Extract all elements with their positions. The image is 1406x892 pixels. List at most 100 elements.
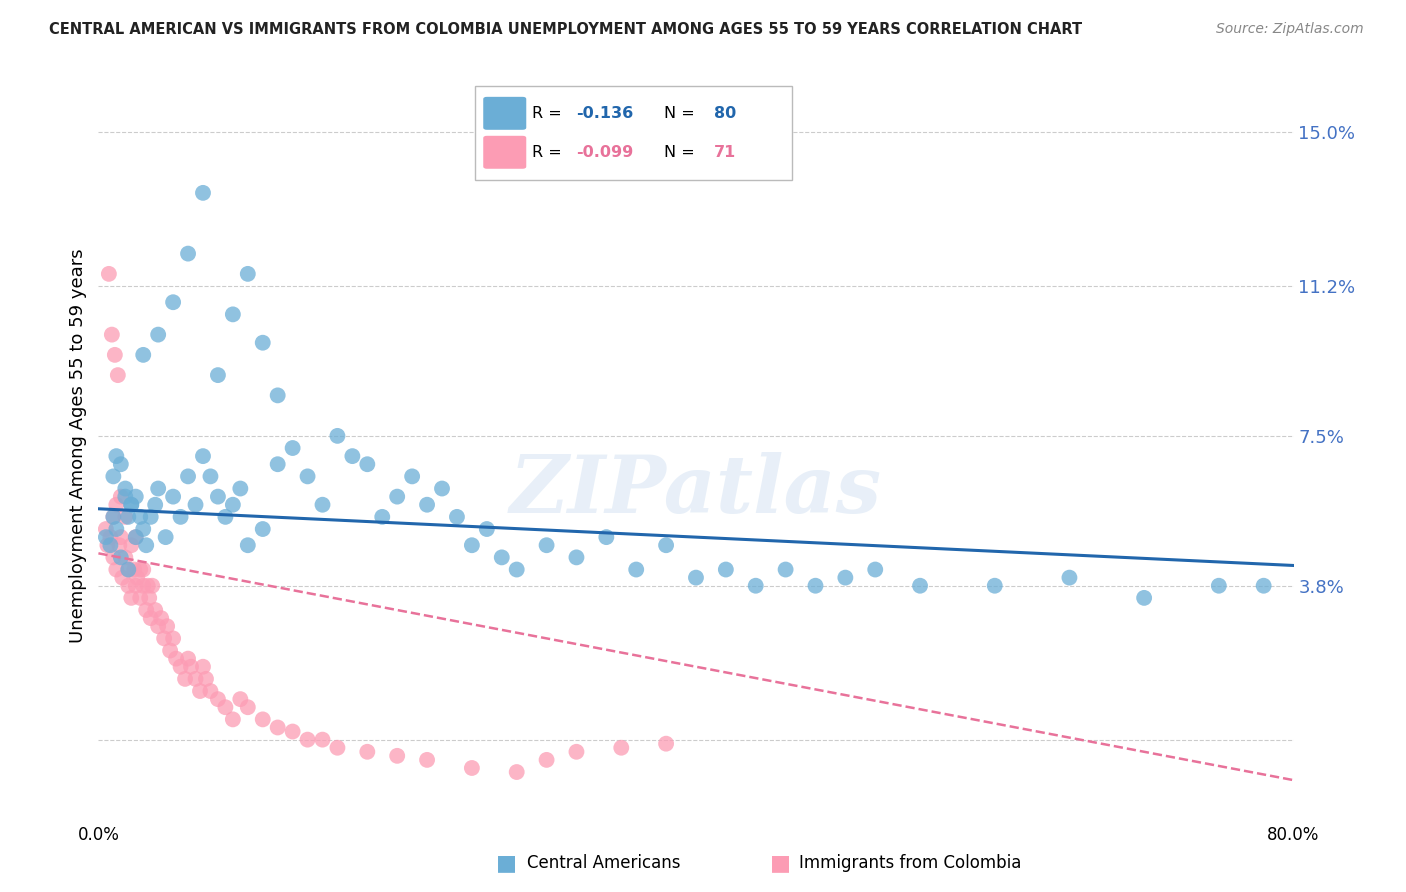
Immigrants from Colombia (103, 509, 125, 524)
Immigrants from Colombia (174, 672, 197, 686)
Immigrants from Colombia (297, 732, 319, 747)
Immigrants from Colombia (125, 530, 148, 544)
Immigrants from Colombia (356, 745, 378, 759)
Immigrants from Colombia (461, 761, 484, 775)
Central Americans (114, 490, 136, 504)
Immigrants from Colombia (111, 571, 134, 585)
Immigrants from Colombia (132, 579, 155, 593)
Text: ■: ■ (770, 854, 790, 873)
Central Americans (222, 307, 245, 321)
Central Americans (155, 530, 177, 544)
Immigrants from Colombia (229, 692, 252, 706)
Immigrants from Colombia (135, 603, 157, 617)
Central Americans (120, 498, 142, 512)
Central Americans (132, 522, 155, 536)
Central Americans (236, 538, 259, 552)
Central Americans (162, 295, 184, 310)
Central Americans (105, 449, 128, 463)
Text: N =: N = (664, 106, 700, 120)
Immigrants from Colombia (105, 498, 128, 512)
Immigrants from Colombia (103, 550, 125, 565)
Immigrants from Colombia (565, 745, 588, 759)
Immigrants from Colombia (200, 684, 222, 698)
Central Americans (169, 509, 191, 524)
Central Americans (281, 441, 304, 455)
Central Americans (565, 550, 588, 565)
Central Americans (200, 469, 222, 483)
FancyBboxPatch shape (484, 97, 526, 130)
Central Americans (714, 562, 737, 576)
Immigrants from Colombia (110, 530, 132, 544)
Central Americans (229, 482, 252, 496)
Central Americans (105, 522, 128, 536)
Immigrants from Colombia (188, 684, 211, 698)
Central Americans (129, 509, 152, 524)
Immigrants from Colombia (169, 659, 191, 673)
Central Americans (125, 530, 148, 544)
Central Americans (536, 538, 558, 552)
Central Americans (222, 498, 245, 512)
Central Americans (207, 490, 229, 504)
Immigrants from Colombia (159, 643, 181, 657)
Immigrants from Colombia (385, 748, 409, 763)
Central Americans (236, 267, 259, 281)
Central Americans (745, 579, 768, 593)
Central Americans (342, 449, 364, 463)
Immigrants from Colombia (117, 562, 139, 576)
Central Americans (1253, 579, 1275, 593)
Central Americans (865, 562, 887, 576)
Central Americans (267, 388, 290, 402)
Immigrants from Colombia (107, 368, 129, 383)
Central Americans (162, 490, 184, 504)
Immigrants from Colombia (120, 538, 142, 552)
Text: R =: R = (533, 106, 567, 120)
Central Americans (177, 469, 200, 483)
Central Americans (110, 457, 132, 471)
Immigrants from Colombia (101, 327, 124, 342)
Central Americans (117, 562, 139, 576)
Immigrants from Colombia (195, 672, 218, 686)
Central Americans (491, 550, 513, 565)
Immigrants from Colombia (138, 591, 160, 605)
Immigrants from Colombia (207, 692, 229, 706)
Central Americans (110, 550, 132, 565)
Central Americans (297, 469, 319, 483)
Text: -0.099: -0.099 (576, 145, 634, 160)
Central Americans (94, 530, 117, 544)
Immigrants from Colombia (536, 753, 558, 767)
Central Americans (132, 348, 155, 362)
Central Americans (461, 538, 484, 552)
Central Americans (595, 530, 617, 544)
Central Americans (191, 449, 214, 463)
Central Americans (177, 246, 200, 260)
Immigrants from Colombia (139, 611, 162, 625)
Immigrants from Colombia (117, 579, 139, 593)
Text: 80: 80 (714, 106, 737, 120)
Immigrants from Colombia (132, 562, 155, 576)
Central Americans (125, 490, 148, 504)
Immigrants from Colombia (129, 562, 152, 576)
Central Americans (430, 482, 453, 496)
Central Americans (214, 509, 236, 524)
Immigrants from Colombia (94, 522, 117, 536)
Immigrants from Colombia (110, 490, 132, 504)
Central Americans (1059, 571, 1081, 585)
Immigrants from Colombia (252, 712, 274, 726)
Text: R =: R = (533, 145, 567, 160)
Central Americans (655, 538, 678, 552)
Central Americans (148, 327, 170, 342)
Immigrants from Colombia (104, 348, 127, 362)
Immigrants from Colombia (129, 591, 152, 605)
Central Americans (385, 490, 409, 504)
Immigrants from Colombia (162, 632, 184, 646)
Central Americans (120, 498, 142, 512)
Central Americans (626, 562, 648, 576)
Central Americans (1208, 579, 1230, 593)
Central Americans (506, 562, 529, 576)
Immigrants from Colombia (143, 603, 166, 617)
Central Americans (401, 469, 423, 483)
Immigrants from Colombia (222, 712, 245, 726)
Immigrants from Colombia (96, 538, 118, 552)
Immigrants from Colombia (127, 571, 149, 585)
Central Americans (834, 571, 856, 585)
